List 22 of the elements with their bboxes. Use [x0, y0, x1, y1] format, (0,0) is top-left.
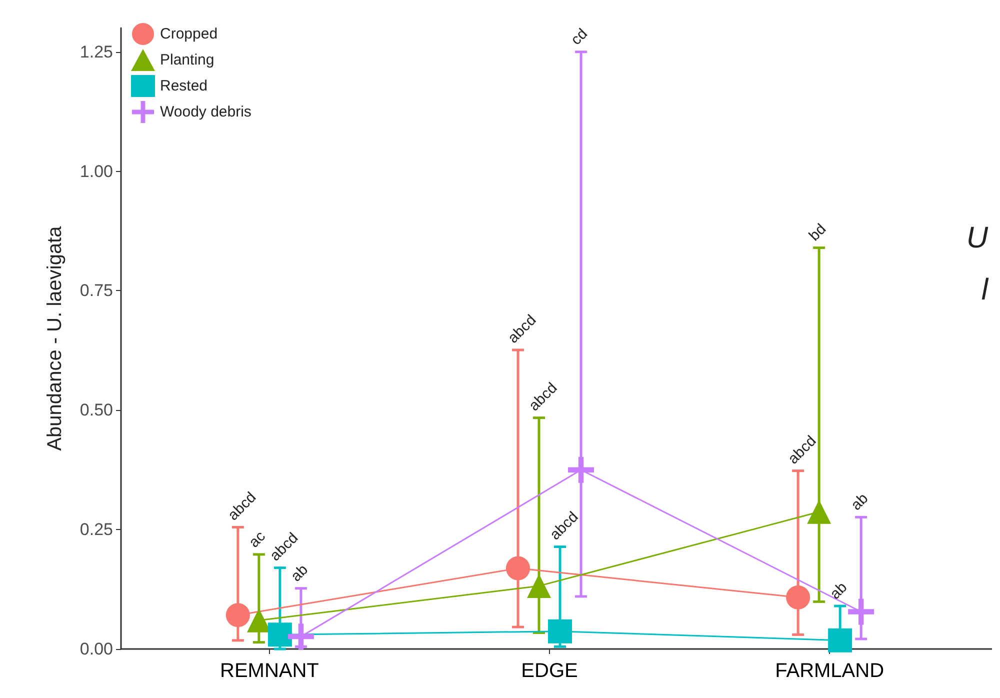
annotation: ac — [246, 528, 270, 552]
annotation: U — [966, 222, 988, 254]
annotation: ab — [288, 561, 312, 586]
x-tick-label: FARMLAND — [775, 660, 884, 682]
y-tick-label: 0.00 — [80, 640, 113, 658]
y-tick-label: 1.00 — [80, 162, 113, 181]
annotation: l — [981, 274, 990, 306]
legend-label: Planting — [160, 52, 214, 68]
annotation: ab — [848, 490, 872, 514]
x-tick-label: EDGE — [521, 660, 578, 682]
annotation: ab — [826, 578, 851, 603]
legend-label: Cropped — [160, 26, 218, 42]
y-axis-title: Abundance - U. laevigata — [44, 225, 66, 451]
legend-label: Woody debris — [160, 104, 252, 120]
y-tick-label: 0.25 — [80, 520, 113, 540]
y-tick-label: 1.25 — [80, 42, 113, 62]
x-tick-label: REMNANT — [220, 660, 319, 682]
y-tick-label: 0.75 — [80, 281, 113, 300]
annotation: bd — [806, 220, 830, 244]
annotation: cd — [568, 25, 591, 49]
legend-label: Rested — [160, 78, 208, 94]
y-tick-label: 0.50 — [80, 400, 113, 420]
